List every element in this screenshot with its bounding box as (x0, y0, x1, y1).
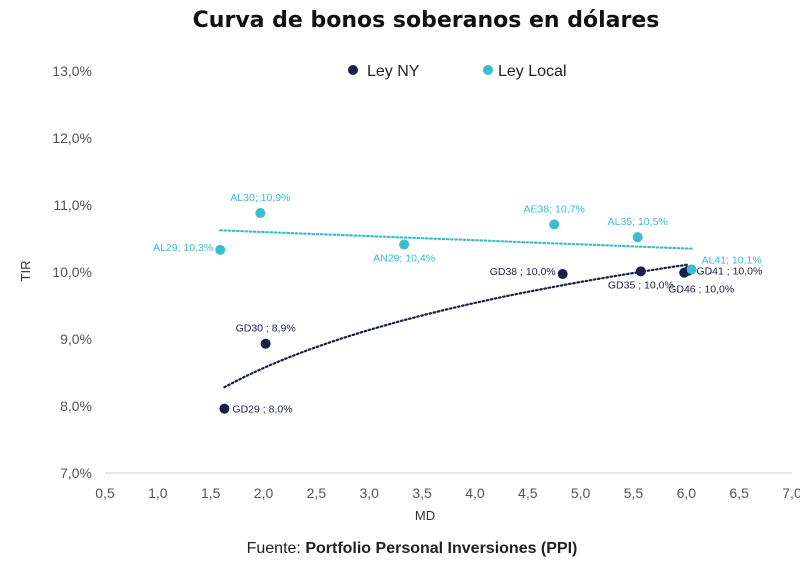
legend-entry: Ley Local (498, 63, 567, 80)
data-label: GD46 ; 10,0% (668, 284, 734, 296)
data-point (549, 219, 560, 230)
x-tick-label: 1,0 (148, 485, 168, 501)
data-point (219, 403, 230, 414)
x-tick-label: 3,5 (412, 485, 432, 501)
x-tick-label: 2,0 (254, 485, 274, 501)
y-tick-label: 10,0% (52, 264, 92, 280)
x-tick-label: 4,5 (518, 485, 538, 501)
data-label: GD29 ; 8,0% (232, 404, 292, 416)
data-label: AL30; 10,9% (230, 192, 290, 204)
data-point (632, 232, 643, 243)
data-label: AL29; 10,3% (153, 242, 213, 254)
data-label: AL35; 10,5% (608, 216, 668, 228)
y-tick-label: 13,0% (52, 63, 92, 79)
y-axis-label: TIR (18, 261, 33, 282)
data-label: GD41 ; 10,0% (696, 266, 762, 278)
trend-lines (219, 229, 693, 389)
x-tick-label: 3,0 (359, 485, 379, 501)
legend-entry: Ley NY (367, 63, 420, 80)
x-axis-label: MD (415, 508, 435, 523)
legend-marker (483, 65, 493, 75)
x-tick-label: 5,0 (571, 485, 591, 501)
data-point (635, 266, 646, 277)
data-point (215, 244, 226, 255)
legend: Ley NY Ley Local (348, 63, 567, 80)
data-label: GD35 ; 10,0% (608, 279, 674, 291)
x-tick-label: 0,5 (95, 485, 115, 501)
y-tick-label: 11,0% (53, 197, 92, 213)
x-tick-label: 5,5 (624, 485, 644, 501)
data-label: AE38; 10,7% (524, 203, 585, 215)
chart-axes: 0,5 1,0 1,5 2,0 2,5 3,0 3,5 4,0 4,5 5,0 5,5 6,0 6,5 7… (52, 63, 800, 501)
trendline-ley-ny (223, 263, 690, 389)
y-tick-label: 12,0% (52, 130, 92, 146)
y-tick-label: 9,0% (60, 331, 92, 347)
source-prefix: Fuente: (247, 540, 306, 557)
data-label: GD30 ; 8,9% (236, 323, 296, 335)
x-tick-label: 4,0 (465, 485, 485, 501)
data-point (399, 239, 410, 250)
data-label: AL41; 10,1% (702, 254, 762, 266)
data-points: GD29 ; 8,0% GD30 ; 8,9% GD38 ; 10,0% GD35 ;… (153, 192, 762, 416)
trendline-ley-local (219, 229, 693, 250)
y-tick-label: 7,0% (60, 465, 92, 481)
data-point (255, 208, 266, 219)
legend-marker (348, 65, 358, 75)
chart-title: Curva de bonos soberanos en dólares (193, 8, 660, 33)
x-tick-label: 7,0 (782, 485, 800, 501)
x-tick-label: 1,5 (201, 485, 221, 501)
source-name: Portfolio Personal Inversiones (PPI) (305, 540, 577, 557)
x-tick-label: 6,5 (729, 485, 749, 501)
y-tick-label: 8,0% (60, 398, 92, 414)
x-tick-label: 2,5 (307, 485, 327, 501)
data-label: AN29; 10,4% (373, 253, 435, 265)
data-point (260, 338, 271, 349)
data-label: GD38 ; 10,0% (490, 266, 556, 278)
x-tick-label: 6,0 (677, 485, 697, 501)
data-point (686, 264, 697, 275)
source-note: Fuente: Portfolio Personal Inversiones (… (247, 540, 578, 557)
data-point (557, 269, 568, 280)
